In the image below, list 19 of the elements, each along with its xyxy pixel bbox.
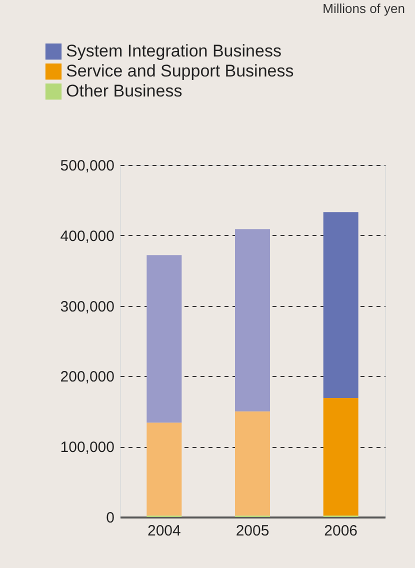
bar — [323, 398, 358, 516]
y-tick-label: 100,000 — [60, 439, 114, 456]
bar — [235, 229, 270, 412]
y-tick-label: 300,000 — [60, 298, 114, 316]
x-tick-label: 2006 — [324, 522, 358, 540]
bar — [235, 411, 270, 516]
bar — [146, 422, 182, 516]
y-tick-label: 400,000 — [60, 228, 114, 245]
bar — [146, 255, 182, 423]
legend-label: Service and Support Business — [66, 62, 294, 80]
legend-label: Other Business — [66, 82, 182, 100]
y-tick-label: 200,000 — [60, 368, 114, 386]
legend-label: System Integration Business — [66, 42, 282, 60]
bar — [323, 212, 358, 398]
y-tick-label: 0 — [106, 510, 114, 526]
y-tick-label: 500,000 — [60, 158, 114, 174]
text: Millions of yen — [322, 1, 405, 16]
x-tick-label: 2005 — [236, 522, 270, 540]
x-tick-label: 2004 — [147, 522, 181, 540]
